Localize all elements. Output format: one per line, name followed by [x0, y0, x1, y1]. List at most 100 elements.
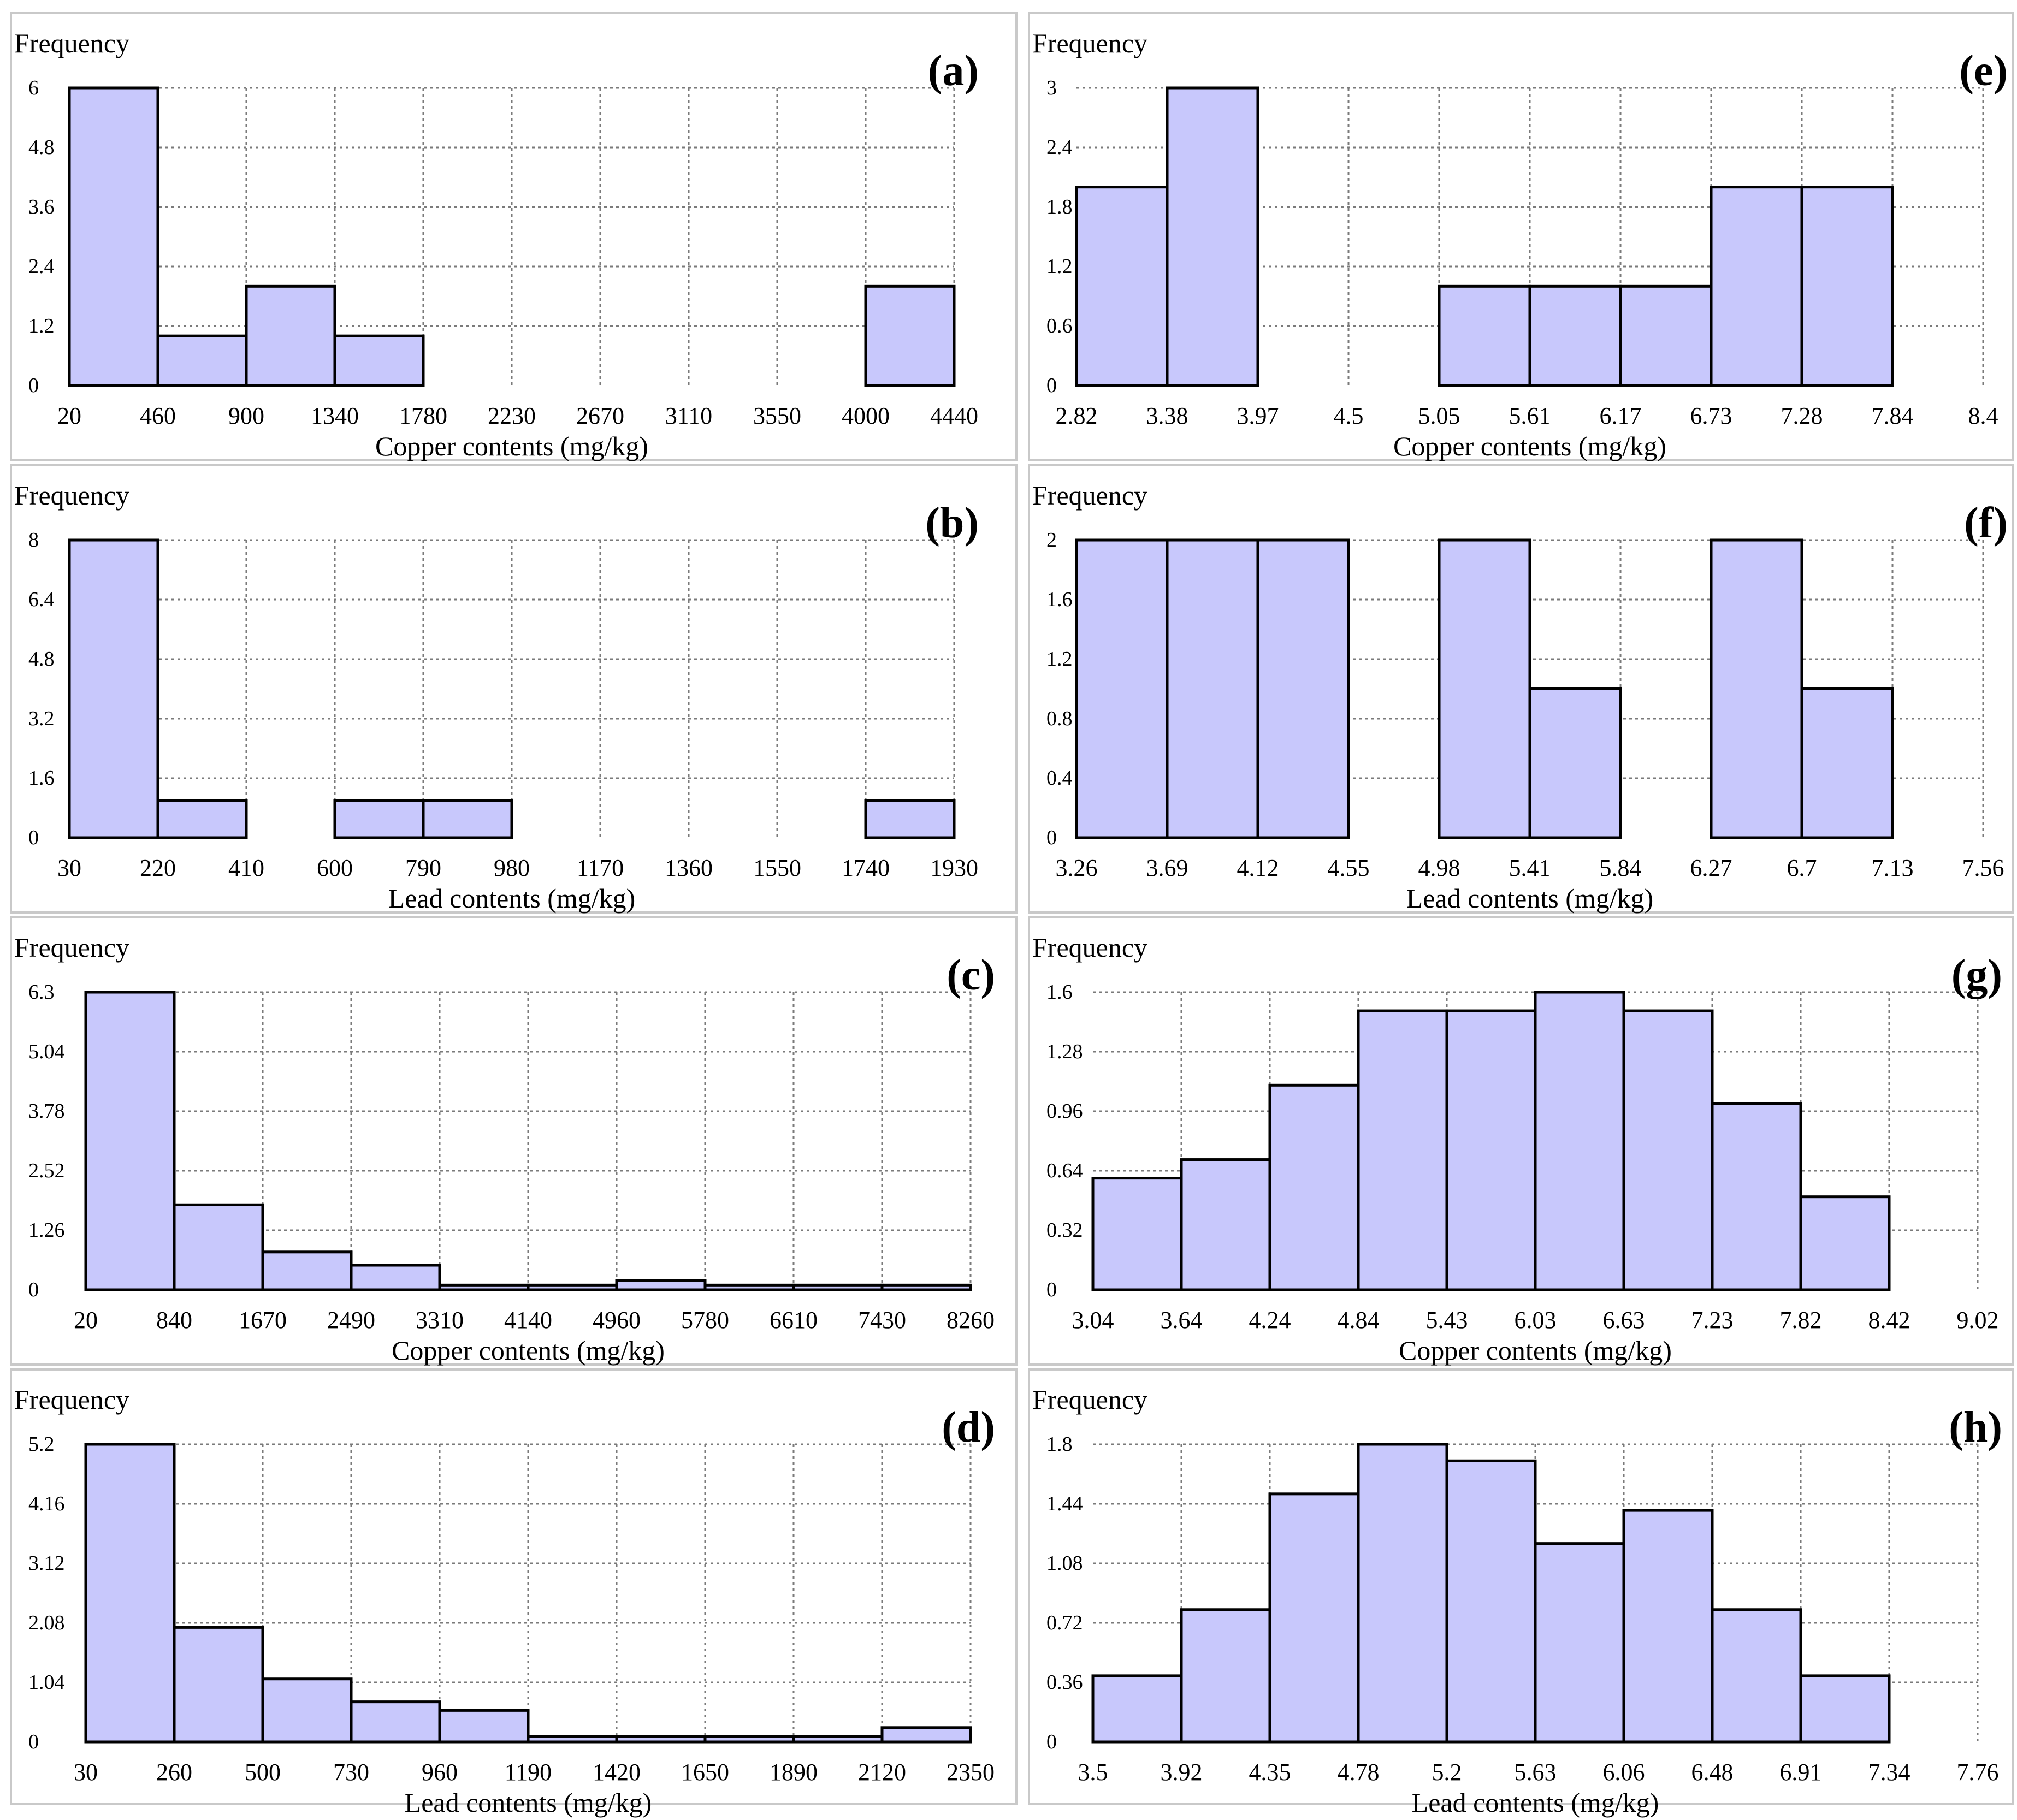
histogram-bar — [173, 1626, 264, 1744]
y-tick-label: 0.96 — [1046, 1100, 1083, 1123]
histogram-bar — [438, 1709, 530, 1744]
panel-letter-label: (h) — [1949, 1403, 2002, 1451]
histogram-bar — [1357, 1443, 1448, 1744]
x-tick-label: 6.27 — [1690, 855, 1732, 881]
histogram-bar — [1622, 1009, 1714, 1291]
x-tick-label: 600 — [317, 855, 353, 881]
x-tick-label: 7.82 — [1780, 1307, 1822, 1333]
x-tick-label: 1650 — [681, 1759, 729, 1786]
histogram-panel-d: Frequency 0 1.04 2.08 3.12 4.16 5.2 30 260 500 730… — [10, 1368, 1018, 1818]
y-tick-label: 3.78 — [28, 1100, 65, 1123]
histogram-bar — [68, 86, 159, 387]
histogram-bar — [880, 1283, 972, 1291]
y-tick-label: 0.64 — [1046, 1159, 1083, 1182]
x-tick-label: 6.63 — [1603, 1307, 1645, 1333]
y-tick-label: 0 — [28, 1730, 39, 1753]
x-axis-title: Lead contents (mg/kg) — [1412, 1787, 1659, 1818]
y-tick-label: 2 — [1046, 529, 1057, 552]
histogram-bar — [84, 991, 176, 1291]
panel-letter-label: (d) — [942, 1403, 995, 1451]
histogram-bar — [1800, 186, 1894, 387]
y-tick-label: 1.6 — [1046, 588, 1073, 611]
x-tick-label: 3310 — [416, 1307, 464, 1333]
histogram-bar — [1166, 538, 1259, 839]
y-tick-label: 4.8 — [28, 648, 55, 671]
y-tick-label: 4.16 — [28, 1492, 65, 1515]
y-tick-label: 1.2 — [28, 315, 55, 337]
panel-letter-label: (a) — [928, 47, 979, 95]
histogram-bar — [173, 1203, 264, 1291]
x-tick-label: 4.84 — [1338, 1307, 1380, 1333]
y-tick-label: 1.26 — [28, 1219, 65, 1242]
y-tick-label: 3.6 — [28, 195, 55, 218]
y-axis-title: Frequency — [14, 28, 129, 58]
y-tick-label: 0 — [1046, 374, 1057, 397]
x-tick-label: 1740 — [842, 855, 890, 881]
x-tick-label: 6.73 — [1690, 402, 1732, 429]
x-axis-title: Copper contents (mg/kg) — [375, 431, 648, 461]
x-tick-label: 7.13 — [1872, 855, 1914, 881]
x-tick-label: 7.84 — [1872, 402, 1914, 429]
x-tick-label: 4.98 — [1418, 855, 1460, 881]
y-axis-title: Frequency — [1032, 480, 1147, 511]
x-tick-label: 1360 — [665, 855, 713, 881]
x-axis-title: Lead contents (mg/kg) — [388, 883, 636, 914]
histogram-bar — [1528, 687, 1622, 839]
y-tick-label: 0.32 — [1046, 1219, 1083, 1242]
panel-letter-label: (e) — [1959, 47, 2008, 95]
x-tick-label: 6.91 — [1780, 1759, 1822, 1786]
x-tick-label: 4140 — [504, 1307, 552, 1333]
histogram-bar — [615, 1279, 707, 1291]
x-tick-label: 8.42 — [1868, 1307, 1910, 1333]
x-axis-title: Lead contents (mg/kg) — [1406, 883, 1654, 914]
x-tick-label: 3.38 — [1146, 402, 1188, 429]
y-tick-label: 1.28 — [1046, 1040, 1083, 1063]
histogram-bar — [527, 1283, 618, 1291]
y-tick-label: 3.12 — [28, 1552, 65, 1575]
histogram-bar — [156, 334, 248, 387]
histogram-bar — [792, 1283, 884, 1291]
x-tick-label: 4.78 — [1338, 1759, 1380, 1786]
histogram-bar — [1445, 1459, 1537, 1744]
x-tick-label: 1890 — [770, 1759, 818, 1786]
histogram-bar — [703, 1735, 795, 1744]
x-axis-title: Copper contents (mg/kg) — [1399, 1335, 1672, 1366]
y-axis-title: Frequency — [1032, 1384, 1147, 1415]
x-tick-label: 3.97 — [1237, 402, 1279, 429]
x-tick-label: 500 — [245, 1759, 281, 1786]
histogram-bar — [333, 334, 425, 387]
y-tick-label: 0.6 — [1046, 315, 1073, 337]
y-tick-label: 5.04 — [28, 1040, 65, 1063]
histogram-bar — [333, 799, 425, 839]
histogram-bar — [1357, 1009, 1448, 1291]
x-tick-label: 790 — [405, 855, 441, 881]
y-tick-label: 2.08 — [28, 1611, 65, 1634]
x-tick-label: 2120 — [858, 1759, 906, 1786]
x-tick-label: 4440 — [930, 402, 978, 429]
x-axis-title: Copper contents (mg/kg) — [392, 1335, 665, 1366]
x-tick-label: 960 — [422, 1759, 458, 1786]
histogram-bar — [350, 1700, 441, 1744]
x-tick-label: 4.35 — [1249, 1759, 1291, 1786]
y-tick-label: 0 — [1046, 1730, 1057, 1753]
x-tick-label: 1930 — [930, 855, 978, 881]
histogram-bar — [1075, 538, 1169, 839]
y-tick-label: 1.8 — [1046, 1433, 1073, 1456]
y-tick-label: 6.3 — [28, 981, 55, 1004]
x-tick-label: 5.61 — [1509, 402, 1551, 429]
histogram-bar — [438, 1283, 530, 1291]
x-tick-label: 5780 — [681, 1307, 729, 1333]
x-tick-label: 7.76 — [1957, 1759, 1999, 1786]
chart-svg-d: Frequency 0 1.04 2.08 3.12 4.16 5.2 30 260 500 730… — [14, 1384, 995, 1818]
chart-svg-f: Frequency 0 0.4 0.8 1.2 1.6 2 3.26 3.69 4.12 4.55 4… — [1032, 480, 2008, 914]
histogram-bar — [1534, 991, 1625, 1291]
chart-svg-g: Frequency 0 0.32 0.64 0.96 1.28 1.6 3.04 3.64 4.2… — [1032, 932, 2002, 1366]
histogram-bar — [1534, 1542, 1625, 1744]
y-tick-label: 1.6 — [28, 767, 55, 790]
x-tick-label: 1550 — [753, 855, 801, 881]
x-tick-label: 5.2 — [1432, 1759, 1462, 1786]
panel-letter-label: (b) — [925, 499, 979, 547]
y-axis-title: Frequency — [1032, 932, 1147, 963]
x-tick-label: 2230 — [488, 402, 536, 429]
y-tick-label: 1.44 — [1046, 1492, 1083, 1515]
